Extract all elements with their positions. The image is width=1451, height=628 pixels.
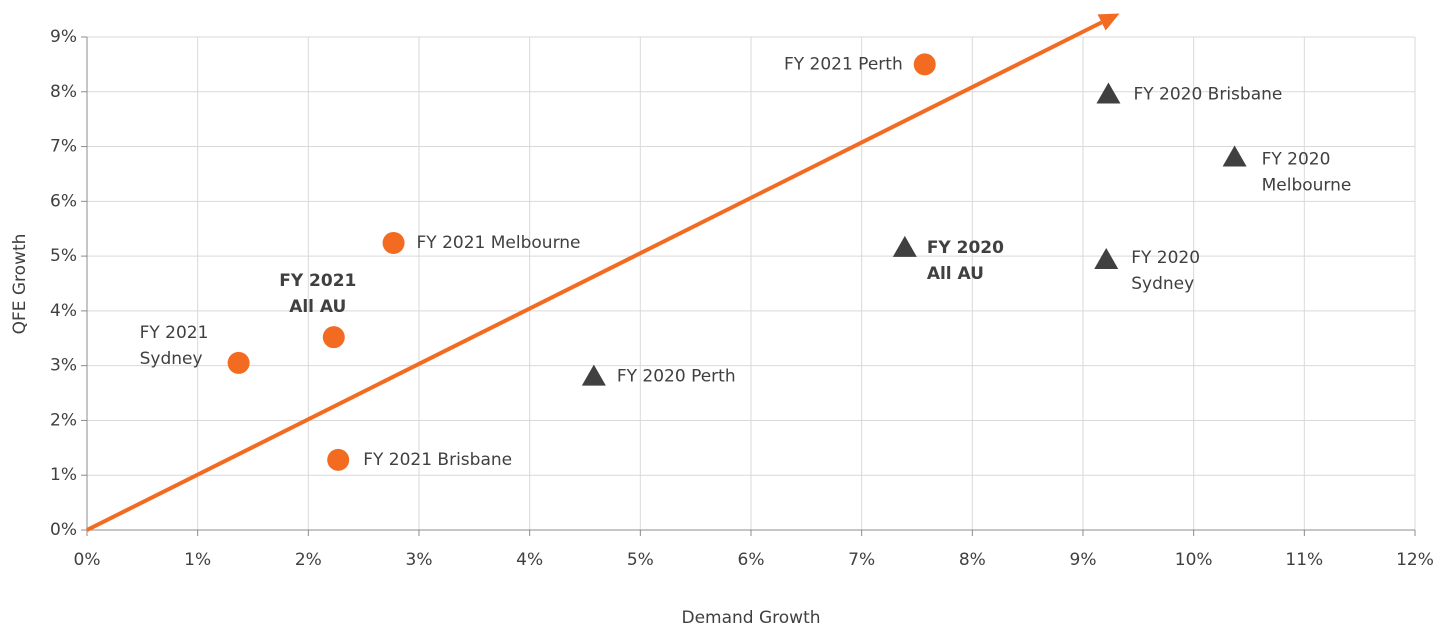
y-tick-label: 8% xyxy=(50,82,77,102)
x-tick-label: 2% xyxy=(295,550,322,570)
triangle-marker xyxy=(892,235,917,257)
x-tick-label: 10% xyxy=(1175,550,1213,570)
x-tick-label: 0% xyxy=(74,550,101,570)
triangle-marker xyxy=(1094,247,1119,269)
point-label: FY 2020 xyxy=(1131,248,1200,268)
circle-marker xyxy=(322,326,345,349)
point-label: Melbourne xyxy=(1262,176,1352,196)
y-tick-label: 5% xyxy=(50,246,77,266)
point-label: FY 2021 xyxy=(140,323,209,343)
y-tick-label: 1% xyxy=(50,465,77,485)
point-label: FY 2020 Perth xyxy=(617,367,736,387)
point-label: All AU xyxy=(289,297,346,317)
x-tick-label: 7% xyxy=(848,550,875,570)
x-tick-label: 4% xyxy=(516,550,543,570)
point-label: FY 2021 Perth xyxy=(784,54,903,74)
circle-marker xyxy=(382,231,405,254)
circle-marker xyxy=(327,448,350,471)
y-tick-label: 4% xyxy=(50,301,77,321)
x-tick-label: 8% xyxy=(959,550,986,570)
x-tick-label: 6% xyxy=(738,550,765,570)
y-tick-label: 6% xyxy=(50,191,77,211)
point-label: FY 2020 xyxy=(1262,150,1331,170)
circle-marker xyxy=(227,351,250,374)
point-label: FY 2021 Melbourne xyxy=(417,233,581,253)
x-tick-label: 11% xyxy=(1285,550,1323,570)
x-tick-label: 3% xyxy=(406,550,433,570)
point-label: FY 2020 xyxy=(927,238,1004,258)
trend-line xyxy=(86,20,1103,532)
trend-arrowhead xyxy=(1097,13,1120,31)
y-tick-label: 7% xyxy=(50,137,77,157)
y-tick-label: 2% xyxy=(50,410,77,430)
x-tick-label: 5% xyxy=(627,550,654,570)
y-tick-label: 3% xyxy=(50,356,77,376)
point-label: Sydney xyxy=(140,349,203,369)
y-axis-title: QFE Growth xyxy=(10,234,30,335)
x-axis-title: Demand Growth xyxy=(681,608,820,628)
y-tick-label: 0% xyxy=(50,520,77,540)
x-tick-label: 1% xyxy=(184,550,211,570)
x-tick-label: 9% xyxy=(1070,550,1097,570)
x-tick-label: 12% xyxy=(1396,550,1434,570)
point-label: All AU xyxy=(927,264,984,284)
point-label: FY 2021 xyxy=(279,271,356,291)
triangle-marker xyxy=(1096,82,1121,104)
y-tick-label: 9% xyxy=(50,27,77,47)
point-label: Sydney xyxy=(1131,274,1194,294)
circle-marker xyxy=(913,53,936,76)
point-label: FY 2021 Brisbane xyxy=(363,450,512,470)
triangle-marker xyxy=(581,364,606,386)
point-label: FY 2020 Brisbane xyxy=(1133,85,1282,105)
triangle-marker xyxy=(1222,145,1247,167)
